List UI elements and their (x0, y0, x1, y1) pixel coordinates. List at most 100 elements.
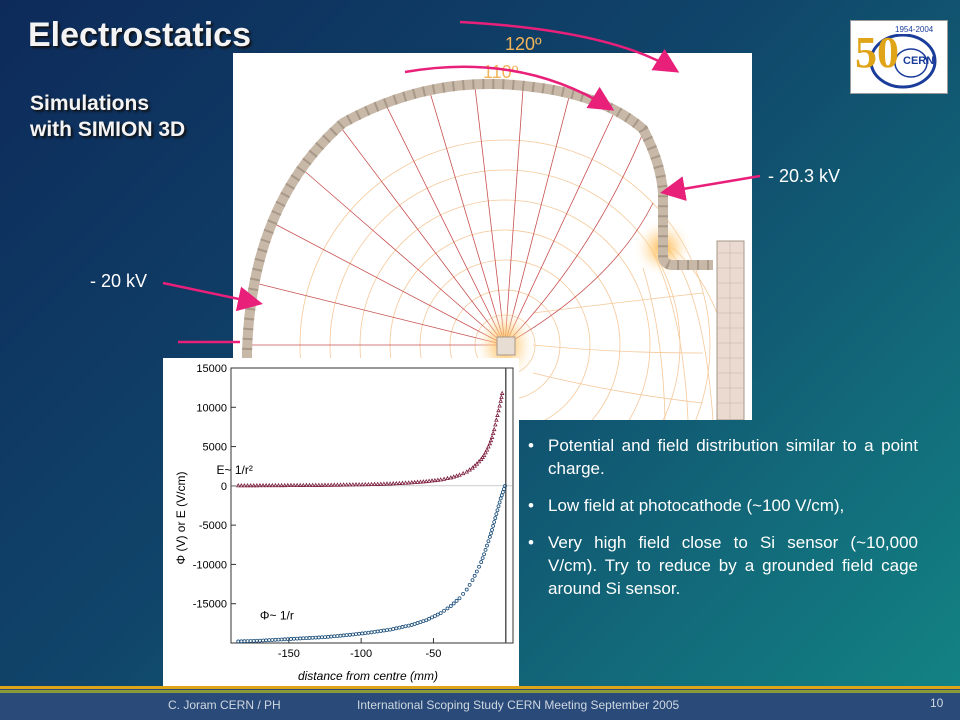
data-point (326, 634, 330, 639)
data-point (438, 477, 443, 482)
data-point (476, 459, 482, 464)
data-point (245, 639, 250, 643)
slide-number: 10 (930, 696, 944, 710)
data-point (491, 524, 496, 528)
data-point (418, 479, 423, 484)
data-point (264, 638, 269, 643)
data-point (378, 481, 384, 486)
data-point (442, 608, 446, 613)
data-point (239, 483, 244, 488)
data-point (435, 612, 440, 617)
data-point (251, 638, 256, 643)
data-point (235, 483, 241, 488)
data-point (273, 637, 278, 642)
data-point (310, 482, 315, 487)
data-point (381, 481, 387, 486)
data-point (464, 587, 469, 592)
data-point (451, 474, 456, 479)
data-point (266, 482, 272, 488)
data-point (363, 631, 368, 636)
data-point (270, 638, 275, 642)
data-point (239, 639, 244, 644)
data-point (387, 481, 393, 486)
data-point (297, 482, 303, 487)
data-point (316, 482, 322, 487)
series-annotation: E~ 1/r² (217, 463, 253, 477)
data-point (485, 543, 489, 548)
data-point (298, 636, 303, 641)
footer-bar (0, 686, 960, 720)
data-point (474, 461, 480, 466)
data-point (397, 625, 402, 630)
data-point (372, 629, 377, 634)
data-point (499, 394, 504, 399)
data-point (316, 635, 321, 640)
data-point (294, 482, 300, 487)
data-point (478, 456, 484, 461)
data-point (366, 630, 371, 635)
data-point (282, 482, 287, 488)
data-point (292, 636, 296, 641)
data-point (432, 477, 438, 483)
data-point (261, 638, 265, 643)
data-point (406, 623, 411, 628)
data-point (385, 628, 389, 632)
y-tick-label: 5000 (203, 442, 227, 454)
data-point (406, 480, 411, 485)
data-point (248, 639, 253, 643)
data-point (270, 482, 275, 488)
bullet-list: Potential and field distribution similar… (526, 434, 918, 614)
data-point (461, 591, 466, 596)
data-point (493, 422, 498, 427)
data-point (341, 633, 346, 638)
data-point (464, 469, 469, 474)
y-tick-label: 10000 (196, 402, 227, 414)
data-point (490, 430, 496, 436)
data-point (335, 482, 340, 487)
data-point (403, 480, 408, 485)
data-point (384, 481, 390, 486)
data-point (477, 564, 481, 569)
data-point (338, 633, 343, 638)
data-point (445, 606, 450, 611)
data-point (470, 578, 475, 583)
bullet-item: Low field at photocathode (~100 V/cm), (526, 494, 918, 517)
data-point (491, 426, 497, 432)
data-point (490, 527, 494, 532)
y-tick-label: 15000 (196, 363, 227, 375)
data-point (479, 560, 484, 564)
bullet-item: Potential and field distribution similar… (526, 434, 918, 480)
data-point (366, 481, 371, 487)
data-point (486, 444, 491, 449)
data-point (313, 635, 318, 640)
data-point (258, 638, 262, 643)
data-point (497, 403, 502, 408)
data-point (279, 482, 284, 488)
data-point (381, 628, 386, 633)
data-point (242, 639, 247, 644)
data-point (320, 635, 324, 640)
data-point (254, 638, 259, 643)
x-tick-label: -100 (350, 648, 372, 660)
data-point (483, 450, 488, 455)
slide-title: Electrostatics (28, 16, 251, 54)
data-point (369, 481, 374, 486)
data-point (335, 634, 340, 638)
logo-numeral: 50 (855, 28, 899, 77)
data-point (483, 547, 488, 552)
data-point (480, 556, 485, 561)
y-tick-label: 0 (221, 481, 227, 493)
data-point (363, 481, 368, 487)
data-point (394, 626, 399, 631)
footer-author: C. Joram CERN / PH (168, 698, 281, 712)
data-point (496, 407, 501, 413)
data-point (329, 634, 334, 639)
data-point (438, 611, 443, 616)
data-point (502, 487, 506, 491)
plot-frame (230, 367, 514, 644)
data-point (426, 478, 432, 483)
data-point (323, 635, 327, 640)
data-point (441, 476, 447, 481)
data-point (424, 618, 429, 623)
data-point (251, 482, 256, 488)
